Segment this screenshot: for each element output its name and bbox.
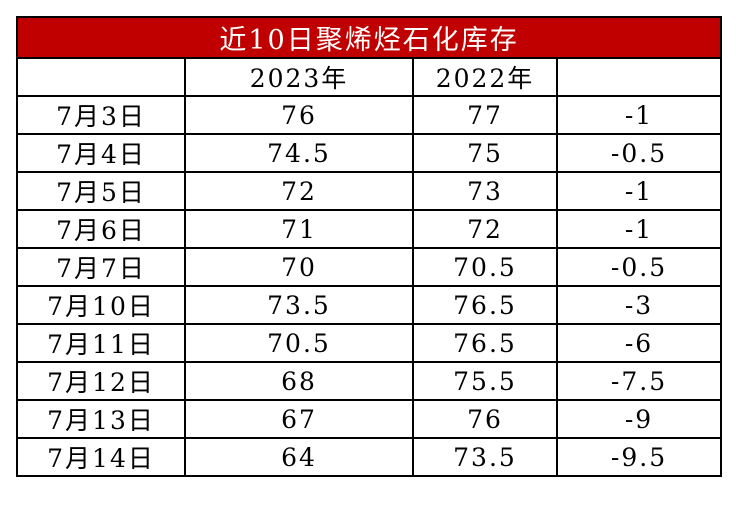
value-cell: -1 bbox=[555, 209, 723, 249]
header-cell: 2022年 bbox=[412, 57, 558, 97]
value-cell: 74.5 bbox=[184, 133, 414, 173]
value-cell: -9.5 bbox=[555, 437, 723, 477]
data-row: 7月6日 71 72 -1 bbox=[16, 209, 723, 249]
date-cell: 7月13日 bbox=[16, 399, 186, 439]
date-cell: 7月3日 bbox=[16, 95, 186, 135]
value-cell: 76.5 bbox=[412, 323, 558, 363]
value-cell: 75.5 bbox=[412, 361, 558, 401]
data-row: 7月3日 76 77 -1 bbox=[16, 95, 723, 135]
value-cell: 67 bbox=[184, 399, 414, 439]
value-cell: -6 bbox=[555, 323, 723, 363]
title-row: 近10日聚烯烃石化库存 bbox=[15, 16, 723, 59]
date-cell: 7月11日 bbox=[16, 323, 186, 363]
date-cell: 7月5日 bbox=[16, 171, 186, 211]
value-cell: 68 bbox=[184, 361, 414, 401]
date-cell: 7月12日 bbox=[16, 361, 186, 401]
value-cell: 76.5 bbox=[412, 285, 558, 325]
data-row: 7月11日 70.5 76.5 -6 bbox=[16, 323, 723, 363]
inventory-table: 近10日聚烯烃石化库存 2023年 2022年 7月3日 76 77 -1 7月4日 74… bbox=[15, 16, 723, 477]
data-row: 7月12日 68 75.5 -7.5 bbox=[16, 361, 723, 401]
value-cell: 70 bbox=[184, 247, 414, 287]
date-cell: 7月10日 bbox=[16, 285, 186, 325]
date-cell: 7月4日 bbox=[16, 133, 186, 173]
value-cell: 73.5 bbox=[184, 285, 414, 325]
value-cell: -1 bbox=[555, 171, 723, 211]
data-row: 7月14日 64 73.5 -9.5 bbox=[16, 437, 723, 477]
data-row: 7月13日 67 76 -9 bbox=[16, 399, 723, 439]
value-cell: 71 bbox=[184, 209, 414, 249]
header-cell: 2023年 bbox=[184, 57, 414, 97]
value-cell: 73.5 bbox=[412, 437, 558, 477]
value-cell: -0.5 bbox=[555, 133, 723, 173]
data-row: 7月7日 70 70.5 -0.5 bbox=[16, 247, 723, 287]
value-cell: 70.5 bbox=[184, 323, 414, 363]
header-row: 2023年 2022年 bbox=[16, 57, 723, 97]
value-cell: 77 bbox=[412, 95, 558, 135]
value-cell: -3 bbox=[555, 285, 723, 325]
value-cell: 76 bbox=[184, 95, 414, 135]
value-cell: 76 bbox=[412, 399, 558, 439]
value-cell: 64 bbox=[184, 437, 414, 477]
date-cell: 7月14日 bbox=[16, 437, 186, 477]
value-cell: 72 bbox=[412, 209, 558, 249]
table-body: 近10日聚烯烃石化库存 2023年 2022年 7月3日 76 77 -1 7月4日 74… bbox=[15, 16, 723, 477]
date-cell: 7月7日 bbox=[16, 247, 186, 287]
table-title: 近10日聚烯烃石化库存 bbox=[15, 16, 723, 59]
value-cell: 70.5 bbox=[412, 247, 558, 287]
value-cell: -9 bbox=[555, 399, 723, 439]
value-cell: 75 bbox=[412, 133, 558, 173]
data-row: 7月10日 73.5 76.5 -3 bbox=[16, 285, 723, 325]
value-cell: 73 bbox=[412, 171, 558, 211]
header-cell bbox=[555, 57, 723, 97]
value-cell: -0.5 bbox=[555, 247, 723, 287]
data-row: 7月5日 72 73 -1 bbox=[16, 171, 723, 211]
header-cell bbox=[16, 57, 186, 97]
value-cell: -7.5 bbox=[555, 361, 723, 401]
value-cell: 72 bbox=[184, 171, 414, 211]
value-cell: -1 bbox=[555, 95, 723, 135]
date-cell: 7月6日 bbox=[16, 209, 186, 249]
data-row: 7月4日 74.5 75 -0.5 bbox=[16, 133, 723, 173]
